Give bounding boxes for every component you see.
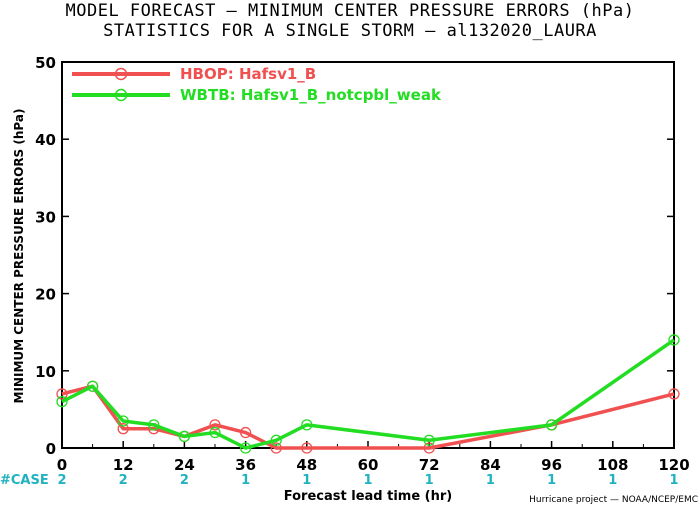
data-point — [117, 415, 129, 427]
x-tick-label: 24 — [174, 456, 195, 474]
case-count: 1 — [241, 473, 250, 488]
case-count: 2 — [119, 473, 128, 488]
y-axis-ticks: 0 10 20 30 40 50 — [35, 54, 674, 458]
plot-frame — [61, 61, 675, 449]
data-point — [178, 430, 191, 443]
x-tick-label: 96 — [541, 456, 562, 474]
data-point — [56, 388, 68, 400]
x-tick-label: 60 — [358, 456, 379, 474]
data-point — [148, 419, 160, 431]
case-count: 2 — [180, 473, 189, 488]
data-point — [239, 426, 252, 439]
case-count: 1 — [425, 473, 434, 488]
x-tick-label: 108 — [597, 456, 628, 474]
legend-label: HBOP: Hafsv1_B — [180, 65, 316, 83]
data-point — [668, 334, 680, 346]
y-axis-label: MINIMUM CENTER PRESSURE ERRORS (hPa) — [12, 109, 26, 404]
legend-marker — [114, 88, 128, 102]
data-point — [270, 434, 282, 446]
data-point — [209, 419, 221, 431]
data-point — [270, 442, 282, 454]
data-point — [668, 388, 680, 400]
y-tick-label: 10 — [35, 363, 56, 381]
data-point — [239, 442, 252, 454]
data-point — [423, 442, 435, 454]
x-tick-label: 84 — [480, 456, 501, 474]
legend: HBOP: Hafsv1_B WBTB: Hafsv1_B_notcpbl_wea… — [72, 65, 442, 104]
x-tick-label: 0 — [57, 456, 67, 474]
case-count: 1 — [363, 473, 372, 488]
y-tick-label: 0 — [46, 440, 56, 458]
data-point — [545, 419, 558, 431]
case-count: 1 — [486, 473, 495, 488]
case-count: 2 — [57, 473, 66, 488]
y-tick-label: 40 — [35, 131, 56, 149]
data-point — [209, 426, 221, 439]
case-count: 1 — [302, 473, 311, 488]
y-tick-label: 50 — [35, 54, 56, 72]
legend-marker — [114, 67, 128, 81]
x-axis-ticks: 0 12 24 36 48 60 72 84 96 108 120 — [57, 441, 690, 474]
x-tick-label: 120 — [658, 456, 689, 474]
data-point — [301, 442, 313, 454]
case-counts: 2 2 2 1 1 1 1 1 1 1 1 — [57, 473, 678, 488]
legend-label: WBTB: Hafsv1_B_notcpbl_weak — [180, 86, 442, 104]
case-count: 1 — [669, 473, 678, 488]
credit-text: Hurricane project — NOAA/NCEP/EMC — [529, 495, 698, 505]
x-tick-label: 36 — [235, 456, 256, 474]
x-tick-label: 12 — [113, 456, 134, 474]
case-count: 1 — [547, 473, 556, 488]
case-count: 1 — [608, 473, 617, 488]
data-point — [117, 423, 129, 435]
chart-subtitle: STATISTICS FOR A SINGLE STORM — al132020… — [103, 21, 597, 41]
series-line — [61, 384, 675, 450]
y-tick-label: 30 — [35, 208, 56, 226]
series-line — [61, 338, 675, 450]
chart-title: MODEL FORECAST — MINIMUM CENTER PRESSURE… — [66, 1, 635, 21]
x-axis-label: Forecast lead time (hr) — [284, 489, 452, 504]
x-tick-label: 72 — [419, 456, 440, 474]
series-layer — [56, 334, 680, 454]
x-tick-label: 48 — [296, 456, 317, 474]
y-tick-label: 20 — [35, 286, 56, 304]
data-point — [423, 434, 435, 446]
data-point — [301, 419, 313, 431]
data-point — [86, 380, 99, 392]
data-point — [56, 396, 68, 408]
case-label: #CASE — [0, 473, 49, 488]
